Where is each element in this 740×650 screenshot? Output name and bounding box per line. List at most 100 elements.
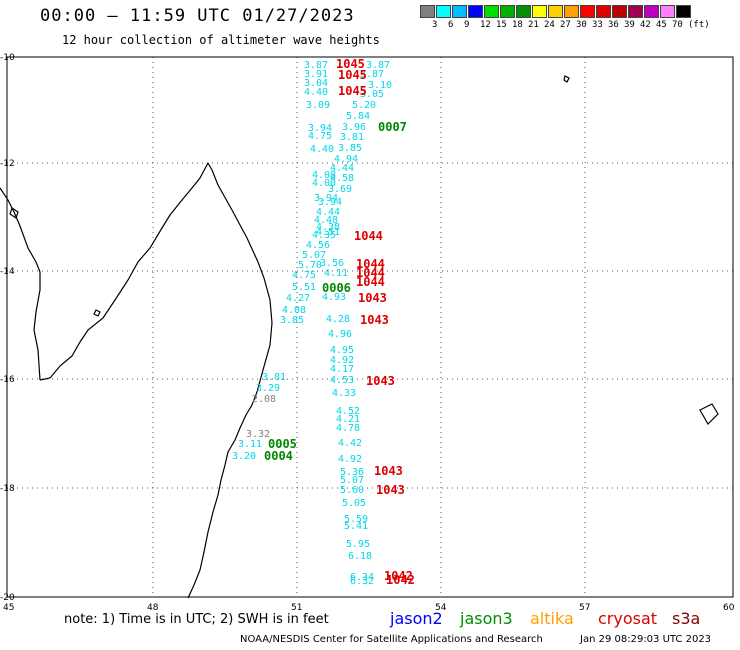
- pass-time-label: 0006: [322, 281, 351, 295]
- legend-tick-label: 42: [640, 20, 651, 30]
- wave-height-label: 4.78: [336, 423, 360, 434]
- reunion-island: [699, 403, 719, 425]
- legend-tick-label: 45: [656, 20, 667, 30]
- legend-tick-label: 18: [512, 20, 523, 30]
- wave-height-label: 5.36: [340, 467, 364, 478]
- wave-height-label: 3.81: [262, 372, 286, 383]
- wave-height-label: 4.51: [316, 227, 340, 238]
- pass-time-label: 0005: [268, 437, 297, 451]
- longitude-label: 57: [579, 603, 590, 613]
- legend-swatch: [644, 5, 659, 18]
- wave-height-label: 4.53: [330, 375, 354, 386]
- wave-height-label: 3.87: [360, 69, 384, 80]
- wave-height-label: 5.95: [346, 539, 370, 550]
- wave-height-label: 3.85: [338, 143, 362, 154]
- pass-time-label: 1045: [336, 57, 365, 71]
- wave-height-label: 5.84: [346, 111, 370, 122]
- legend-swatch: [660, 5, 675, 18]
- legend-tick-label: 6: [448, 20, 454, 30]
- wave-height-label: 3.10: [368, 80, 392, 91]
- wave-height-label: 5.20: [352, 100, 376, 111]
- wave-height-label: 4.94: [334, 154, 358, 165]
- wave-height-label: 5.05: [342, 498, 366, 509]
- legend-swatch: [548, 5, 563, 18]
- wave-height-label: 4.93: [322, 292, 346, 303]
- legend-tick-label: 27: [560, 20, 571, 30]
- pass-time-label: 1043: [358, 291, 387, 305]
- legend-swatch: [468, 5, 483, 18]
- pass-time-label: 1042: [386, 573, 415, 587]
- legend-swatch: [516, 5, 531, 18]
- pass-time-label: 1043: [374, 464, 403, 478]
- wave-height-label: 4.75: [308, 131, 332, 142]
- wave-height-label: 4.92: [338, 454, 362, 465]
- pass-time-label: 1044: [354, 229, 383, 243]
- wave-height-label: 3.91: [304, 69, 328, 80]
- pass-time-label: 1045: [338, 84, 367, 98]
- latitude-label: -20: [0, 593, 15, 603]
- legend-swatch: [420, 5, 435, 18]
- wave-height-label: 4.40: [310, 144, 334, 155]
- pass-time-label: 1043: [366, 374, 395, 388]
- legend-tick-label: (ft): [688, 20, 710, 30]
- wave-height-label: 5.70: [298, 260, 322, 271]
- satellite-cryosat-label: cryosat: [598, 609, 658, 628]
- legend-swatch: [596, 5, 611, 18]
- longitude-label: 54: [435, 603, 447, 613]
- wave-height-label: 4.27: [286, 293, 310, 304]
- legend-swatch: [532, 5, 547, 18]
- legend-tick-label: 39: [624, 20, 635, 30]
- satellite-jason2-label: jason2: [390, 609, 443, 628]
- mayotte-island: [93, 309, 101, 317]
- legend-tick-label: 70: [672, 20, 683, 30]
- wave-height-label: 3.11: [238, 439, 262, 450]
- wave-height-label: 5.07: [302, 250, 326, 261]
- wave-height-label: 4.38: [316, 222, 340, 233]
- wave-height-label: 3.09: [306, 100, 330, 111]
- legend-swatch: [484, 5, 499, 18]
- comoros-island: [9, 207, 19, 219]
- credit-text: NOAA/NESDIS Center for Satellite Applica…: [240, 634, 543, 645]
- wave-height-label: 4.75: [292, 270, 316, 281]
- legend-tick-label: 9: [464, 20, 470, 30]
- tromelin-island: [563, 75, 570, 83]
- wave-height-label: 4.00: [312, 178, 336, 189]
- legend-tick-label: 21: [528, 20, 539, 30]
- wave-height-label: 2.08: [252, 394, 276, 405]
- wave-height-label: 3.94: [308, 123, 332, 134]
- legend-swatch: [676, 5, 691, 18]
- satellite-s3a-label: s3a: [672, 609, 701, 628]
- longitude-label: 48: [147, 603, 159, 613]
- wave-height-label: 4.92: [330, 355, 354, 366]
- wave-height-label: 5.07: [340, 475, 364, 486]
- legend-swatch: [628, 5, 643, 18]
- wave-height-label: 3.20: [232, 451, 256, 462]
- wave-height-label: 3.81: [340, 132, 364, 143]
- map-subtitle: 12 hour collection of altimeter wave hei…: [62, 33, 380, 47]
- legend-tick-label: 36: [608, 20, 619, 30]
- wave-height-label: 4.52: [336, 406, 360, 417]
- altimeter-track: 3.873.913.044.403.093.944.754.404.084.00…: [232, 57, 415, 587]
- longitude-label: 60: [723, 603, 735, 613]
- madagascar-coastline: [187, 162, 273, 599]
- wave-height-label: 3.69: [328, 184, 352, 195]
- legend-swatch: [452, 5, 467, 18]
- madagascar-west-coastline: [39, 162, 209, 381]
- longitude-label: 51: [291, 603, 302, 613]
- wave-height-label: 4.08: [282, 305, 306, 316]
- pass-time-label: 0007: [378, 120, 407, 134]
- wave-height-label: 4.95: [330, 345, 354, 356]
- pass-time-label: 1043: [376, 483, 405, 497]
- lat-lon-grid: [7, 57, 733, 597]
- legend-swatch: [500, 5, 515, 18]
- pass-time-label: 1043: [360, 313, 389, 327]
- wave-height-label: 6.18: [348, 551, 372, 562]
- pass-time-label: 1044: [356, 257, 385, 271]
- wave-height-label: 4.42: [338, 438, 362, 449]
- wave-height-label: 3.96: [342, 122, 366, 133]
- wave-height-label: 5.59: [344, 514, 368, 525]
- legend-swatch: [612, 5, 627, 18]
- wave-height-label: 3.85: [280, 315, 304, 326]
- wave-height-label: 3.94: [318, 197, 342, 208]
